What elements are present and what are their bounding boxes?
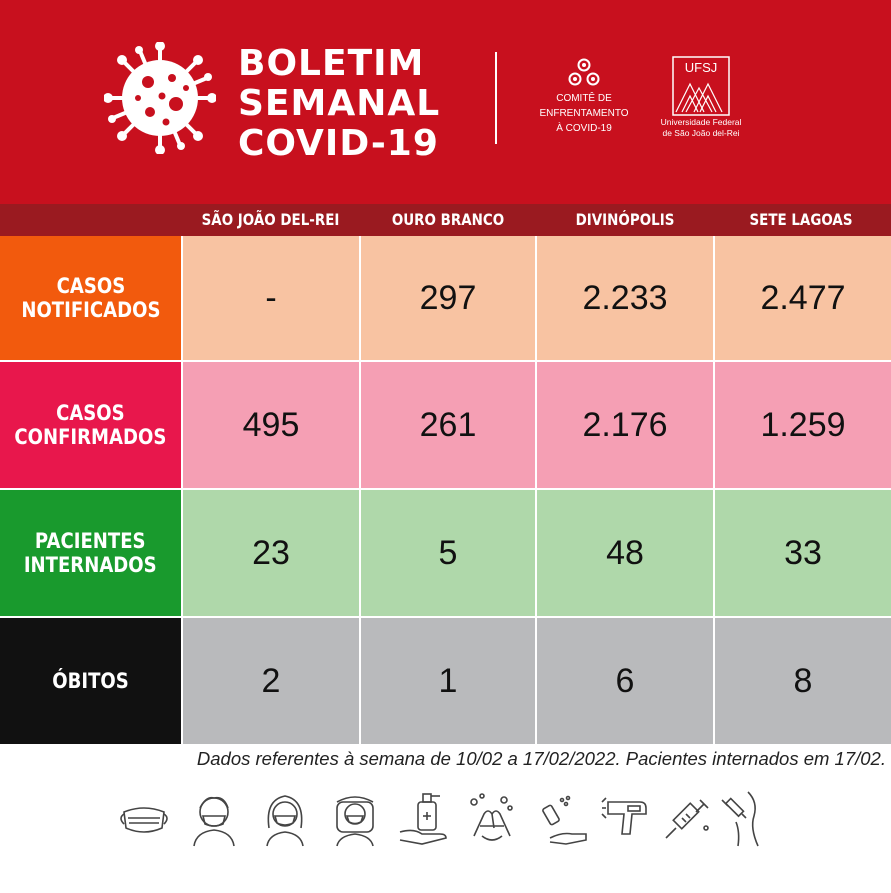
row-label-obitos: ÓBITOS: [0, 618, 181, 744]
column-header-bar: [0, 204, 891, 236]
ufsj-line-1: Universidade Federal: [660, 117, 742, 127]
row-label-text: CASOS CONFIRMADOS: [14, 401, 167, 449]
comite-line-3: À COVID-19: [556, 123, 612, 134]
comite-line-1: COMITÊ DE: [556, 93, 612, 104]
table-cell: 261: [361, 362, 535, 488]
table-cell: 5: [361, 490, 535, 616]
row-label-casos-confirmados: CASOS CONFIRMADOS: [0, 362, 181, 488]
table-cell: 2: [183, 618, 359, 744]
person-mask-icon: [193, 796, 235, 847]
footnote: Dados referentes à semana de 10/02 a 17/…: [196, 748, 886, 769]
column-header-sete-lagoas: SETE LAGOAS: [749, 210, 853, 229]
table-cell: 33: [715, 490, 891, 616]
sanitizer-icon: [399, 793, 447, 845]
table-cell: 297: [361, 236, 535, 360]
title-line-3: COVID-19: [238, 123, 439, 164]
header-banner: BOLETIM SEMANAL COVID-19 COMITÊ DE ENFRE…: [0, 0, 891, 204]
table-cell: 48: [537, 490, 713, 616]
ufsj-label: Universidade Federal de São João del-Rei: [652, 117, 750, 139]
row-label-text: PACIENTES INTERNADOS: [24, 529, 157, 577]
row-label-text: CASOS NOTIFICADOS: [20, 274, 161, 322]
hand-washing-icon: [470, 793, 513, 841]
gears-icon: [568, 58, 600, 86]
vaccination-icon: [721, 791, 759, 847]
thermometer-icon: [601, 797, 647, 835]
row-label-text: ÓBITOS: [52, 669, 129, 693]
table-cell: 1.259: [715, 362, 891, 488]
table-cell: 2.233: [537, 236, 713, 360]
table-cell: -: [183, 236, 359, 360]
table-cell: 1: [361, 618, 535, 744]
table-cell: 8: [715, 618, 891, 744]
table-cell: 2.176: [537, 362, 713, 488]
table-cell: 2.477: [715, 236, 891, 360]
virus-icon: [104, 42, 216, 154]
table-cell: 6: [537, 618, 713, 744]
row-label-casos-notificados: CASOS NOTIFICADOS: [0, 236, 181, 360]
column-header-divinopolis: DIVINÓPOLIS: [575, 210, 675, 229]
face-shield-icon: [336, 796, 374, 847]
syringe-icon: [665, 799, 709, 839]
comite-label: COMITÊ DE ENFRENTAMENTO À COVID-19: [530, 91, 638, 136]
spray-hands-icon: [542, 795, 587, 845]
title-line-1: BOLETIM: [238, 43, 425, 84]
mask-icon: [120, 807, 168, 833]
ufsj-logo: UFSJ: [672, 56, 730, 116]
column-header-sao-joao-del-rei: SÃO JOÃO DEL-REI: [201, 210, 340, 229]
comite-line-2: ENFRENTAMENTO: [539, 108, 629, 119]
table-cell: 495: [183, 362, 359, 488]
header-divider: [495, 52, 497, 144]
column-header-ouro-branco: OURO BRANCO: [391, 210, 505, 229]
prevention-icons-row: [0, 788, 891, 852]
woman-mask-icon: [266, 795, 304, 847]
row-label-pacientes-internados: PACIENTES INTERNADOS: [0, 490, 181, 616]
ufsj-logo-text: UFSJ: [685, 60, 718, 75]
table-cell: 23: [183, 490, 359, 616]
title-line-2: SEMANAL: [238, 83, 441, 124]
ufsj-line-2: de São João del-Rei: [662, 128, 740, 138]
